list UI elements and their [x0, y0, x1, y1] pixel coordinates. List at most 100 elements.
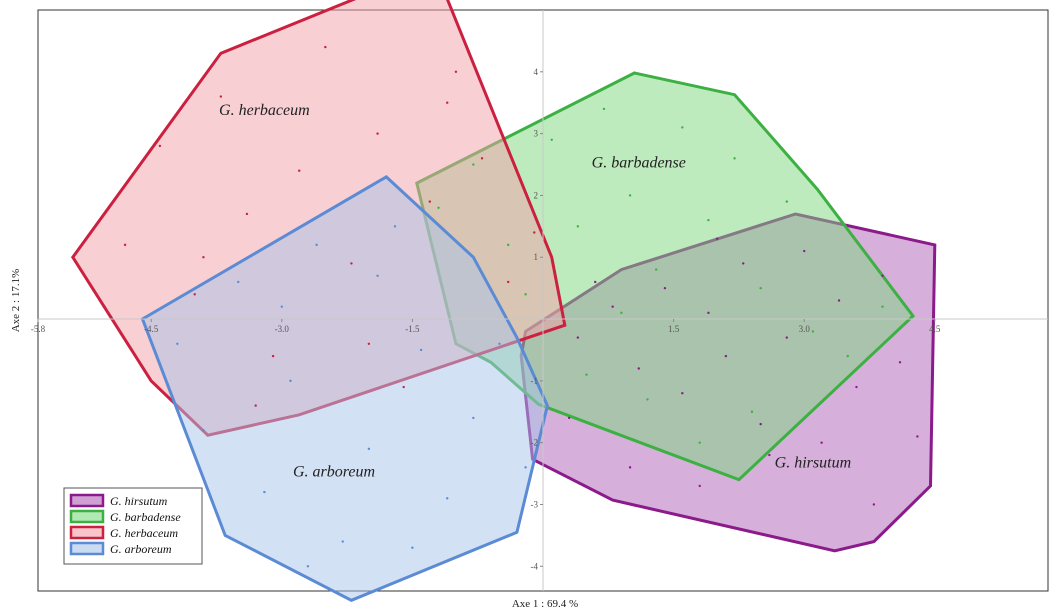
g-hirsutum-point [681, 392, 684, 395]
g-herbaceum-point [298, 169, 301, 172]
g-arboreum-point [237, 280, 240, 284]
g-arboreum-point [367, 447, 371, 451]
g-herbaceum-point [202, 256, 205, 259]
g-barbadense-point [646, 398, 649, 401]
g-herbaceum-point [193, 293, 196, 296]
g-herbaceum-point [376, 132, 379, 135]
g-barbadense-point [524, 293, 527, 296]
g-herbaceum-point [402, 385, 405, 389]
g-barbadense-point [602, 107, 606, 111]
g-arboreum-point [411, 546, 414, 549]
g-arboreum-point [263, 490, 266, 494]
g-arboreum-point [393, 225, 397, 228]
legend-swatch-g-herbaceum [69, 525, 105, 540]
legend-label-g-arboreum: G. arboreum [110, 542, 172, 556]
g-hirsutum-point [715, 237, 719, 240]
y-tick-label: 2 [534, 190, 539, 200]
legend-label-g-barbadense: G. barbadense [110, 510, 181, 524]
g-barbadense-point [654, 268, 658, 271]
point-layer [123, 45, 919, 568]
g-barbadense-point [733, 157, 736, 160]
g-herbaceum-point [428, 200, 432, 203]
g-barbadense-point [576, 225, 580, 228]
g-hirsutum-point [803, 249, 806, 253]
g-barbadense-label: G. barbadense [592, 155, 686, 172]
x-tick-label: -4.5 [144, 324, 159, 334]
legend-swatch-g-arboreum [69, 541, 105, 556]
y-axis-title: Axe 2 : 17.1% [10, 269, 22, 333]
g-herbaceum-point [271, 354, 275, 358]
g-hirsutum-point [576, 336, 580, 339]
g-hirsutum-label: G. hirsutum [775, 454, 851, 471]
g-herbaceum-point [454, 70, 458, 74]
g-hirsutum-point [742, 262, 745, 265]
x-tick-label: -1.5 [405, 324, 420, 334]
g-herbaceum-point [123, 243, 127, 247]
g-herbaceum-point [480, 157, 484, 160]
g-hirsutum-point [768, 453, 771, 457]
g-hirsutum-point [698, 484, 701, 488]
g-arboreum-point [202, 429, 205, 432]
y-tick-label: 4 [534, 67, 539, 77]
g-herbaceum-point [533, 231, 536, 234]
g-arboreum-point [498, 342, 501, 345]
g-hirsutum-point [759, 422, 762, 426]
g-barbadense-point [585, 373, 588, 376]
g-barbadense-point [698, 441, 701, 444]
g-herbaceum-point [245, 212, 249, 216]
g-herbaceum-point [350, 262, 353, 265]
g-hirsutum-point [594, 280, 597, 284]
g-hirsutum-point [707, 311, 710, 315]
g-hirsutum-point [820, 441, 823, 444]
g-barbadense-point [785, 200, 788, 203]
g-arboreum-hull [140, 175, 549, 602]
g-herbaceum-point [367, 342, 371, 345]
g-barbadense-point [750, 410, 754, 413]
g-hirsutum-point [837, 299, 841, 302]
g-herbaceum-point [219, 95, 223, 98]
g-arboreum-point [280, 305, 283, 308]
legend: G. hirsutum G. barbadense G. herbaceum G. a… [63, 487, 203, 565]
g-arboreum-point [176, 342, 179, 345]
g-barbadense-point [759, 286, 762, 290]
g-arboreum-point [446, 497, 449, 500]
legend-label-g-hirsutum: G. hirsutum [110, 494, 168, 508]
x-tick-label: -5.8 [31, 324, 46, 334]
g-herbaceum-point [254, 404, 257, 407]
g-herbaceum-point [158, 144, 162, 148]
g-hirsutum-point [663, 286, 667, 290]
g-herbaceum-label: G. herbaceum [219, 102, 310, 119]
hull-layer [70, 0, 937, 602]
x-tick-label: -3.0 [275, 324, 290, 334]
g-barbadense-point [620, 311, 623, 315]
x-axis-title: Axe 1 : 69.4 % [512, 598, 578, 610]
y-tick-label: -2 [531, 438, 539, 448]
axis-layer: -5.8 -4.5 -3.0 -1.5 1.5 3.0 4.5 4 3 2 1 -1 -2 -3 -4 [31, 10, 1048, 591]
g-arboreum-point [306, 565, 310, 568]
g-hirsutum-point [881, 274, 884, 277]
y-tick-label: 1 [534, 252, 539, 262]
g-hirsutum-point [567, 416, 571, 420]
g-herbaceum-point [446, 101, 449, 104]
g-arboreum-point [315, 243, 318, 247]
g-hirsutum-point [724, 354, 728, 358]
x-tick-label: 1.5 [668, 324, 680, 334]
y-tick-label: -3 [531, 499, 539, 509]
g-hirsutum-point [628, 466, 632, 469]
g-barbadense-point [550, 138, 553, 141]
g-arboreum-label: G. arboreum [293, 464, 375, 481]
legend-swatch-g-hirsutum [69, 493, 105, 508]
y-tick-label: -4 [531, 561, 539, 571]
g-hirsutum-point [785, 336, 788, 339]
g-barbadense-point [881, 305, 884, 308]
g-barbadense-point [472, 163, 475, 166]
g-barbadense-point [707, 218, 710, 222]
g-arboreum-point [472, 416, 475, 420]
g-barbadense-point [437, 206, 440, 209]
g-hirsutum-point [637, 367, 640, 370]
g-herbaceum-point [506, 280, 510, 284]
g-hirsutum-point [898, 361, 902, 364]
y-tick-label: -1 [531, 376, 539, 386]
x-tick-label: 4.5 [929, 324, 941, 334]
